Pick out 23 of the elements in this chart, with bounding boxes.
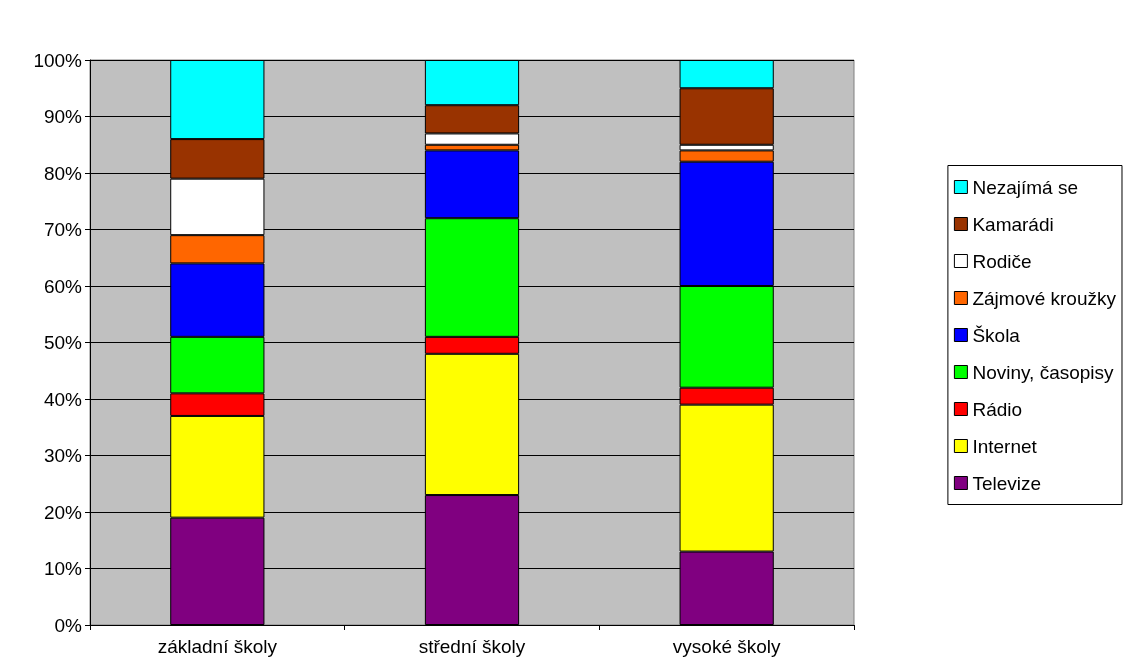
y-tick-label: 50%	[43, 332, 83, 353]
legend-label: Kamarádi	[972, 213, 1054, 235]
x-tick-label: základní školy	[157, 636, 278, 657]
y-tick-label: 20%	[43, 501, 83, 523]
legend-label: Zájmové kroužky	[972, 287, 1117, 309]
y-tick-label: 90%	[43, 106, 83, 127]
y-tick-label: 80%	[43, 162, 83, 184]
legend-label: Televize	[972, 472, 1042, 494]
y-tick-label: 70%	[43, 219, 83, 240]
legend-label: Noviny, časopisy	[972, 361, 1115, 383]
y-tick-label: 40%	[43, 388, 83, 410]
y-tick-label: 100%	[33, 49, 83, 71]
legend-label: Škola	[972, 324, 1021, 346]
y-tick-label: 10%	[43, 558, 83, 579]
y-tick-label: 60%	[43, 275, 83, 297]
legend-label: Rodiče	[972, 250, 1032, 272]
legend-label: Internet	[972, 435, 1038, 457]
legend-label: Rádio	[972, 398, 1023, 420]
y-tick-label: 30%	[43, 445, 83, 466]
y-tick-label: 0%	[54, 614, 83, 636]
x-tick-label: střední školy	[418, 636, 526, 657]
legend-label: Nezajímá se	[972, 176, 1079, 198]
x-tick-label: vysoké školy	[672, 636, 782, 657]
